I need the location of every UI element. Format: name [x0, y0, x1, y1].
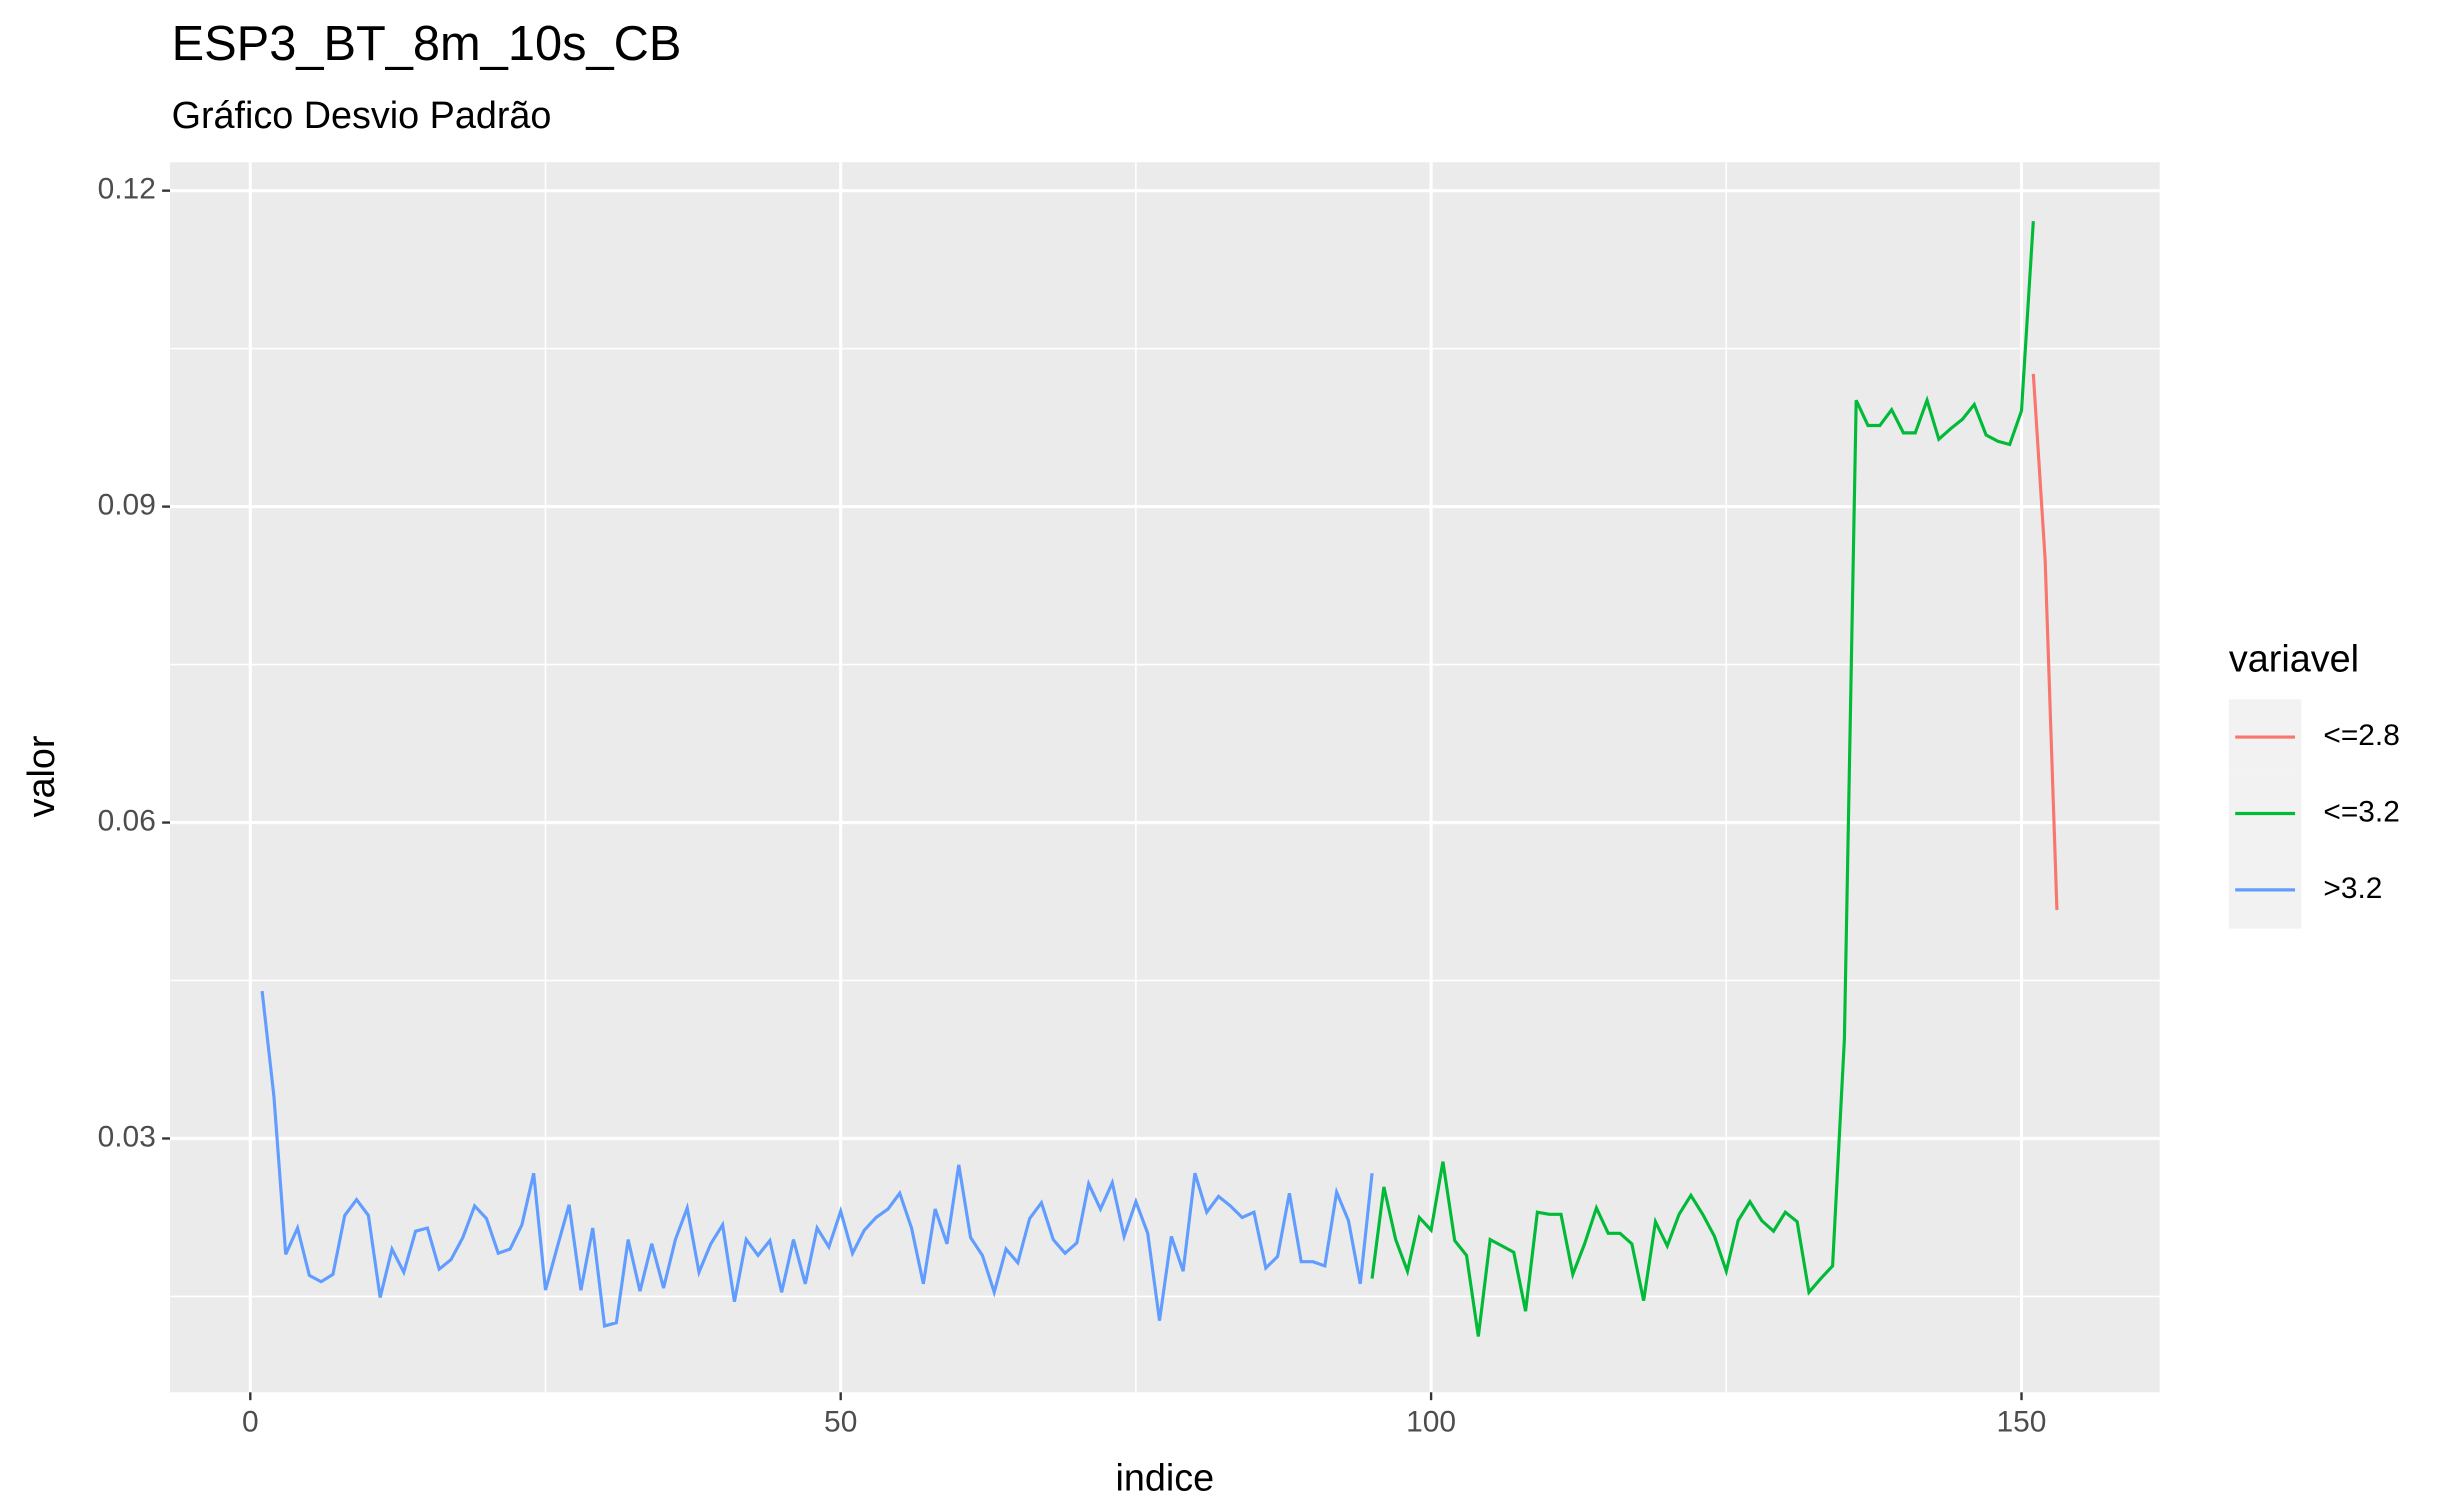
legend-title: variavel — [2229, 638, 2359, 680]
y-tick-label: 0.03 — [98, 1120, 156, 1153]
x-tick-label: 100 — [1406, 1406, 1456, 1439]
y-tick-label: 0.09 — [98, 489, 156, 522]
x-tick-label: 0 — [242, 1406, 259, 1439]
data-line — [260, 990, 1374, 1328]
legend-label: <=2.8 — [2323, 719, 2399, 752]
data-line — [1370, 221, 2035, 1337]
x-tick-label: 50 — [824, 1406, 857, 1439]
x-axis-label: indice — [1116, 1457, 1215, 1499]
y-tick-label: 0.06 — [98, 804, 156, 837]
plot-panel — [170, 162, 2160, 1393]
legend-label: <=3.2 — [2323, 795, 2399, 828]
chart-title: ESP3_BT_8m_10s_CB — [172, 17, 682, 71]
chart-subtitle: Gráfico Desvio Padrão — [172, 95, 552, 137]
data-line — [2031, 373, 2059, 911]
y-tick-label: 0.12 — [98, 173, 156, 206]
legend-label: >3.2 — [2323, 872, 2382, 905]
y-axis-label: valor — [21, 736, 63, 818]
x-tick-label: 150 — [1997, 1406, 2047, 1439]
